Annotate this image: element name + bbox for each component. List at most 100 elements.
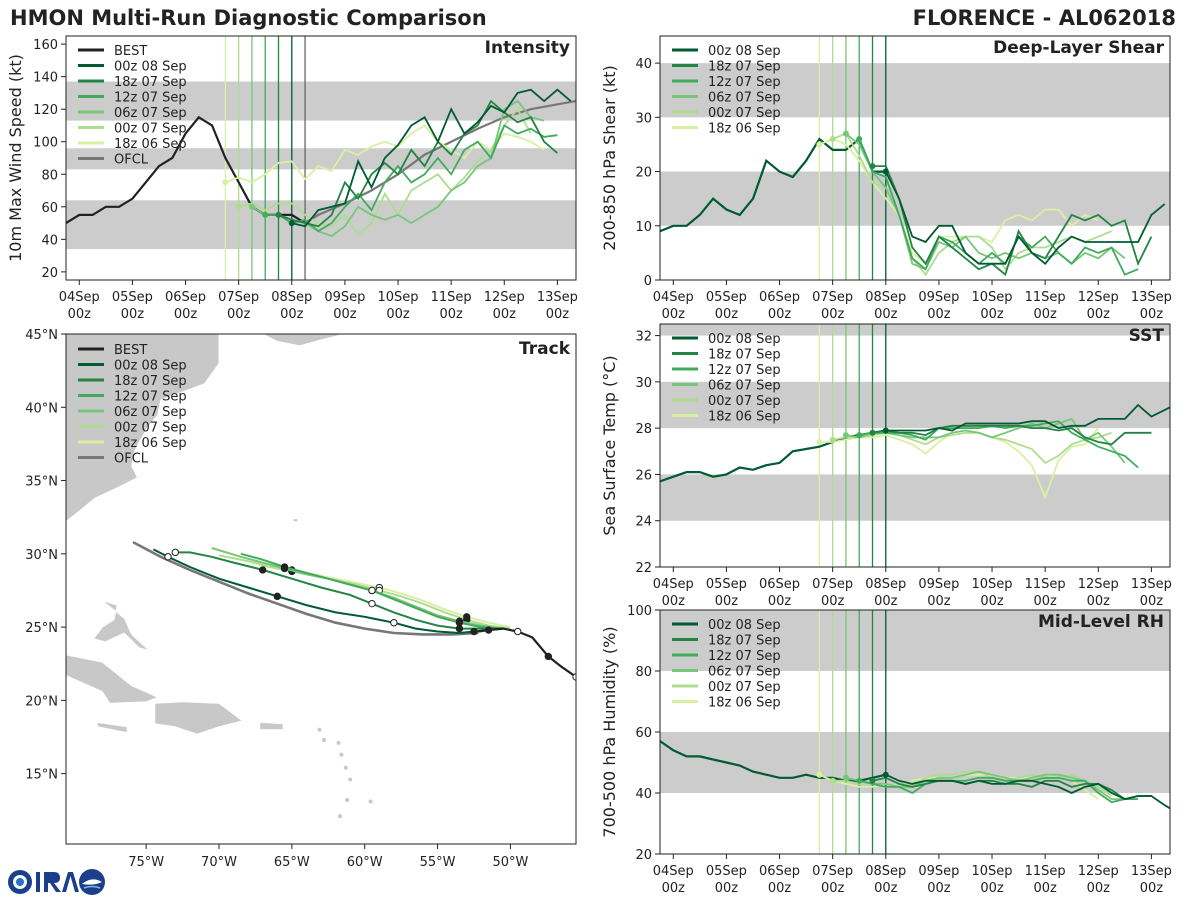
legend-label-shear-0: 00z 08 Sep (708, 44, 781, 59)
xtick-day-shear-3: 07Sep (812, 290, 853, 305)
panel-sst: 22 24 26 28 30 32 04Sep 00z 05Sep 00z 06Sep 00z 07Se… (600, 323, 1172, 609)
series-intensity-run-1 (278, 99, 558, 228)
xtick-hr-sst-6: 00z (980, 594, 1004, 609)
ytick-label-rh-1: 40 (635, 787, 652, 802)
xtick-day-shear-1: 05Sep (706, 290, 747, 305)
start-point-sst-5 (816, 439, 823, 446)
cira-logo-icon (8, 869, 105, 895)
panel-title-intensity: Intensity (485, 38, 570, 58)
xtick-day-intensity-4: 08Sep (271, 290, 312, 305)
xtick-day-shear-9: 13Sep (1131, 290, 1172, 305)
legend-label-shear-3: 06z 07 Sep (708, 91, 781, 106)
legend-label-intensity-4: 06z 07 Sep (114, 106, 187, 121)
ytick-label-intensity-0: 20 (41, 266, 58, 281)
xtick-day-intensity-7: 11Sep (431, 290, 472, 305)
band-sst-2 (660, 324, 1170, 336)
land-shape-6 (96, 721, 128, 734)
xtick-hr-intensity-4: 00z (280, 307, 304, 322)
legend-label-sst-0: 00z 08 Sep (708, 332, 781, 347)
legend-label-rh-4: 00z 07 Sep (708, 680, 781, 695)
land-shape-4 (154, 701, 244, 735)
xtick-day-rh-8: 12Sep (1078, 864, 1119, 879)
xtick-hr-intensity-1: 00z (121, 307, 145, 322)
series-sst-run-1 (872, 424, 1152, 446)
xtick-hr-sst-3: 00z (821, 594, 845, 609)
legend-label-shear-1: 18z 07 Sep (708, 60, 781, 75)
series-intensity-run-2 (265, 124, 558, 233)
xtick-day-sst-7: 11Sep (1025, 577, 1066, 592)
ytick-label-intensity-2: 60 (41, 201, 58, 216)
start-point-rh-5 (816, 771, 823, 778)
band-shear-1 (660, 63, 1170, 118)
island-7 (321, 737, 326, 742)
legend-label-sst-2: 12z 07 Sep (708, 363, 781, 378)
series-shear-run-0 (884, 171, 1166, 265)
start-point-rh-0 (882, 771, 889, 778)
xtick-hr-rh-9: 00z (1140, 881, 1164, 896)
ytick-label-shear-0: 0 (644, 274, 652, 289)
xtick-hr-rh-8: 00z (1087, 881, 1111, 896)
start-point-sst-0 (882, 427, 889, 434)
xtick-day-rh-4: 08Sep (865, 864, 906, 879)
ytick-label-track-6: 45°N (25, 328, 58, 343)
xtick-day-intensity-6: 10Sep (378, 290, 419, 305)
panel-intensity: 20 40 60 80 100 120 140 160 04Sep 00z 05Sep 00z 06Se… (6, 35, 578, 322)
xtick-day-rh-6: 10Sep (972, 864, 1013, 879)
legend-label-intensity-1: 00z 08 Sep (114, 60, 187, 75)
xtick-day-shear-4: 08Sep (865, 290, 906, 305)
start-point-intensity-1 (275, 211, 282, 218)
xtick-day-intensity-5: 09Sep (324, 290, 365, 305)
legend-label-rh-3: 06z 07 Sep (708, 665, 781, 680)
series-sst-run-0 (885, 403, 1171, 432)
island-4 (345, 798, 350, 803)
frame-track (65, 333, 577, 845)
panel-rh: 20 40 60 80 100 04Sep 00z 05Sep 00z 06Sep 00z 07Sep… (600, 604, 1172, 896)
band-rh-1 (660, 610, 1170, 671)
start-point-sst-1 (869, 429, 876, 436)
xtick-hr-rh-0: 00z (662, 881, 686, 896)
legend-label-rh-5: 18z 06 Sep (708, 696, 781, 711)
track-run-4 (218, 554, 511, 630)
xtick-hr-intensity-0: 00z (68, 307, 92, 322)
island-6 (337, 814, 342, 819)
start-point-rh-3 (842, 774, 849, 781)
track-best-point-2 (544, 652, 553, 661)
legend-label-track-7: OFCL (114, 452, 149, 467)
xtick-day-shear-7: 11Sep (1025, 290, 1066, 305)
track-point-1-6 (368, 599, 376, 608)
ytick-label-intensity-7: 160 (33, 38, 58, 53)
xtick-hr-sst-7: 00z (1033, 594, 1057, 609)
xtick-hr-shear-2: 00z (768, 307, 792, 322)
xtick-day-intensity-9: 13Sep (537, 290, 578, 305)
island-3 (348, 777, 353, 782)
start-point-shear-0 (882, 168, 889, 175)
ytick-label-track-0: 15°N (25, 768, 58, 783)
ytick-label-track-2: 25°N (25, 621, 58, 636)
series-rh-run-3 (845, 770, 1125, 800)
ytick-label-track-4: 35°N (25, 475, 58, 490)
legend-label-sst-4: 00z 07 Sep (708, 394, 781, 409)
series-intensity-run-4 (238, 107, 532, 236)
xtick-day-rh-3: 07Sep (812, 864, 853, 879)
storm-title: FLORENCE - AL062018 (912, 6, 1176, 30)
xtick-hr-rh-6: 00z (980, 881, 1004, 896)
xtick-label-track-4: 55°W (420, 855, 456, 870)
band-shear-0 (660, 171, 1170, 226)
track-point-0-2 (470, 627, 478, 636)
ylabel-shear: 200-850 hPa Shear (kt) (600, 65, 619, 251)
xtick-day-intensity-2: 06Sep (165, 290, 206, 305)
xtick-hr-shear-0: 00z (662, 307, 686, 322)
track-ofcl (132, 540, 479, 636)
track-point-2-10 (280, 563, 289, 571)
xtick-hr-rh-7: 00z (1033, 881, 1057, 896)
legend-label-intensity-0: BEST (114, 44, 147, 59)
series-shear-run-1 (872, 165, 1153, 277)
xtick-hr-intensity-8: 00z (493, 307, 517, 322)
ytick-label-sst-4: 30 (635, 376, 652, 391)
xtick-day-sst-4: 08Sep (865, 577, 906, 592)
start-point-rh-2 (856, 777, 863, 784)
xtick-day-intensity-3: 07Sep (218, 290, 259, 305)
island-1 (339, 752, 344, 757)
ylabel-sst: Sea Surface Temp (°C) (600, 355, 619, 535)
